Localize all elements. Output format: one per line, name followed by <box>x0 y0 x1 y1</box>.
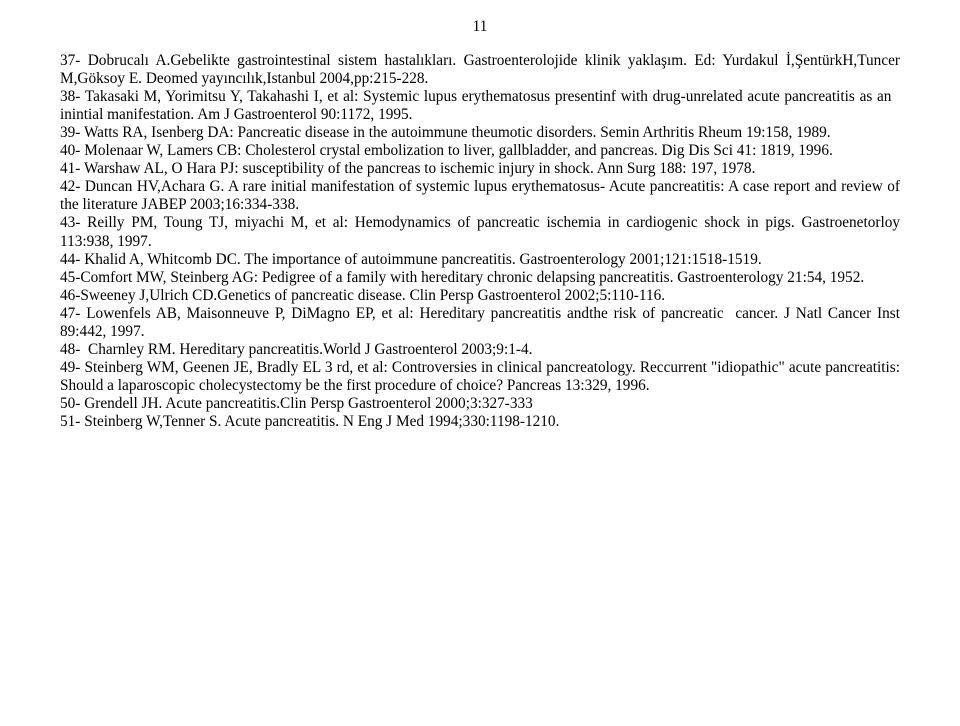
reference-43: 43- Reilly PM, Toung TJ, miyachi M, et a… <box>60 214 900 250</box>
reference-46: 46-Sweeney J,Ulrich CD.Genetics of pancr… <box>60 287 900 305</box>
reference-51: 51- Steinberg W,Tenner S. Acute pancreat… <box>60 413 900 431</box>
reference-50: 50- Grendell JH. Acute pancreatitis.Clin… <box>60 395 900 413</box>
reference-42: 42- Duncan HV,Achara G. A rare initial m… <box>60 178 900 214</box>
reference-47: 47- Lowenfels AB, Maisonneuve P, DiMagno… <box>60 305 900 341</box>
page-number: 11 <box>60 18 900 36</box>
reference-49: 49- Steinberg WM, Geenen JE, Bradly EL 3… <box>60 359 900 395</box>
references-block: 37- Dobrucalı A.Gebelikte gastrointestin… <box>60 52 900 431</box>
reference-44: 44- Khalid A, Whitcomb DC. The importanc… <box>60 251 900 269</box>
reference-38: 38- Takasaki M, Yorimitsu Y, Takahashi I… <box>60 88 900 124</box>
reference-45: 45-Comfort MW, Steinberg AG: Pedigree of… <box>60 269 900 287</box>
reference-39: 39- Watts RA, Isenberg DA: Pancreatic di… <box>60 124 900 142</box>
reference-48: 48- Charnley RM. Hereditary pancreatitis… <box>60 341 900 359</box>
reference-40: 40- Molenaar W, Lamers CB: Cholesterol c… <box>60 142 900 160</box>
reference-37: 37- Dobrucalı A.Gebelikte gastrointestin… <box>60 52 900 88</box>
page-content: 11 37- Dobrucalı A.Gebelikte gastrointes… <box>0 0 960 431</box>
reference-41: 41- Warshaw AL, O Hara PJ: susceptibilit… <box>60 160 900 178</box>
